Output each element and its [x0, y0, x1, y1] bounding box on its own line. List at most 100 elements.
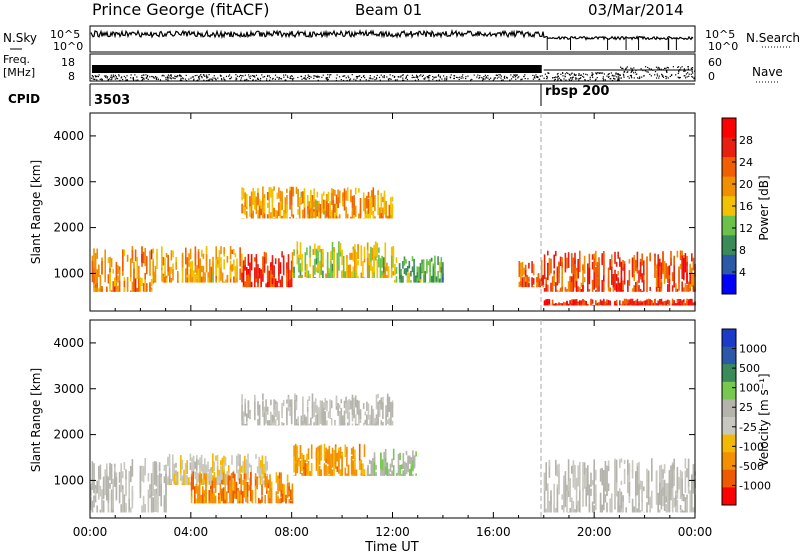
power-heat-cell-1	[186, 257, 189, 275]
nave-dot	[209, 78, 211, 80]
velocity-heat-cell-4	[413, 463, 416, 469]
power-heat-cell-0	[141, 253, 143, 263]
nave-dot	[335, 77, 338, 79]
nave-dot	[681, 66, 683, 68]
velocity-heat-cell-5	[558, 470, 560, 495]
velocity-heat-cell-6	[257, 401, 259, 409]
velocity-heat-cell-1	[176, 471, 179, 485]
power-heat-cell-2	[281, 276, 283, 288]
power-heat-cell-8	[298, 215, 301, 219]
nave-dot	[145, 74, 147, 76]
velocity-heat-cell-1	[175, 475, 177, 482]
nave-dot	[562, 72, 564, 74]
nave-dot	[155, 77, 158, 80]
nave-dot	[392, 75, 394, 77]
velocity-heat-cell-5	[665, 504, 667, 513]
power-heat-cell-8	[334, 203, 336, 213]
nave-dot	[662, 76, 665, 78]
nave-dot	[523, 75, 525, 78]
mhz-label: [MHz]	[3, 66, 35, 79]
power-heat-cell-4	[438, 278, 441, 283]
nave-dot	[690, 67, 692, 69]
power-heat-cell-4	[403, 268, 406, 274]
velocity-heat-cell-0	[102, 506, 105, 513]
nave-dot	[623, 76, 625, 78]
velocity-heat-cell-0	[114, 463, 116, 487]
velocity-heat-cell-2	[205, 473, 207, 488]
power-heat-cell-2	[271, 255, 274, 267]
power-heat-cell-8	[313, 188, 315, 202]
power-heat-cell-8	[367, 198, 370, 214]
velocity-heat-cell-1	[256, 466, 259, 474]
velocity-heat-cell-5	[593, 474, 595, 504]
velocity-heat-cell-2	[267, 494, 270, 504]
power-heat-cell-3	[346, 258, 348, 278]
nave-dot	[274, 78, 276, 80]
power-heat-cell-8	[290, 192, 293, 205]
power-heat-cell-7	[689, 304, 691, 306]
power-heat-cell-7	[671, 298, 674, 305]
nave-dot	[595, 73, 598, 75]
power-heat-cell-6	[595, 290, 597, 292]
velocity-heat-cell-2	[232, 471, 234, 479]
nave-dot	[278, 78, 280, 80]
nave-dot	[615, 72, 617, 74]
power-heat-cell-6	[595, 250, 597, 266]
nave-dot	[578, 77, 580, 80]
power-heat-cell-6	[635, 259, 637, 272]
power-heat-cell-3	[379, 270, 382, 278]
power-heat-cell-7	[627, 299, 629, 304]
velocity-heat-cell-3	[294, 457, 297, 476]
power-heat-cell-3	[382, 257, 385, 273]
power-heat-cell-8	[338, 190, 341, 204]
nave-dot	[616, 79, 619, 81]
velocity-heat-cell-6	[246, 414, 248, 422]
power-heat-cell-8	[262, 202, 264, 219]
velocity-heat-cell-2	[202, 489, 204, 504]
power-heat-cell-6	[591, 261, 594, 270]
power-heat-cell-6	[612, 274, 615, 288]
velocity-heat-cell-6	[375, 394, 378, 410]
nave-dot	[96, 79, 98, 81]
velocity-heat-cell-3	[304, 463, 307, 476]
nave-dot	[421, 75, 424, 78]
velocity-heat-cell-0	[123, 494, 126, 513]
power-heat-cell-7	[691, 299, 693, 306]
nave-dot	[236, 78, 238, 80]
power-heat-cell-8	[284, 210, 287, 219]
power-heat-cell-7	[590, 301, 592, 306]
power-heat-cell-6	[559, 287, 562, 292]
power-heat-cell-8	[350, 189, 352, 200]
velocity-heat-cell-5	[684, 470, 687, 493]
power-heat-cell-7	[652, 303, 655, 306]
velocity-heat-cell-0	[154, 489, 156, 512]
x-tick-label: 12:00	[375, 525, 410, 539]
velocity-heat-cell-5	[647, 485, 650, 505]
velocity-heat-cell-0	[123, 462, 126, 470]
nave-dot	[252, 79, 254, 82]
power-heat-cell-0	[110, 290, 113, 292]
velocity-heat-cell-2	[275, 472, 278, 483]
power-heat-cell-8	[250, 191, 253, 206]
power-heat-cell-0	[93, 288, 95, 292]
velocity-heat-cell-6	[262, 400, 264, 411]
power-heat-cell-1	[188, 253, 190, 262]
velocity-heat-cell-4	[392, 465, 395, 476]
velocity-heat-cell-5	[547, 483, 549, 499]
nave-dot	[300, 75, 303, 78]
power-heat-cell-6	[643, 280, 645, 292]
power-heat-cell-3	[381, 275, 383, 278]
velocity-heat-cell-6	[374, 418, 376, 425]
x-axis-label: Time UT	[364, 540, 418, 554]
velocity-heat-cell-6	[286, 399, 288, 404]
nave-dot	[110, 78, 112, 81]
power-heat-cell-5	[523, 276, 525, 288]
nave-dot	[249, 77, 251, 79]
power-heat-cell-6	[582, 264, 584, 271]
power-heat-cell-4	[434, 262, 436, 269]
power-heat-cell-6	[663, 274, 666, 284]
velocity-heat-cell-5	[590, 488, 592, 496]
velocity-heat-cell-1	[260, 460, 262, 470]
velocity-heat-cell-1	[261, 456, 264, 475]
velocity-heat-cell-0	[106, 470, 108, 501]
